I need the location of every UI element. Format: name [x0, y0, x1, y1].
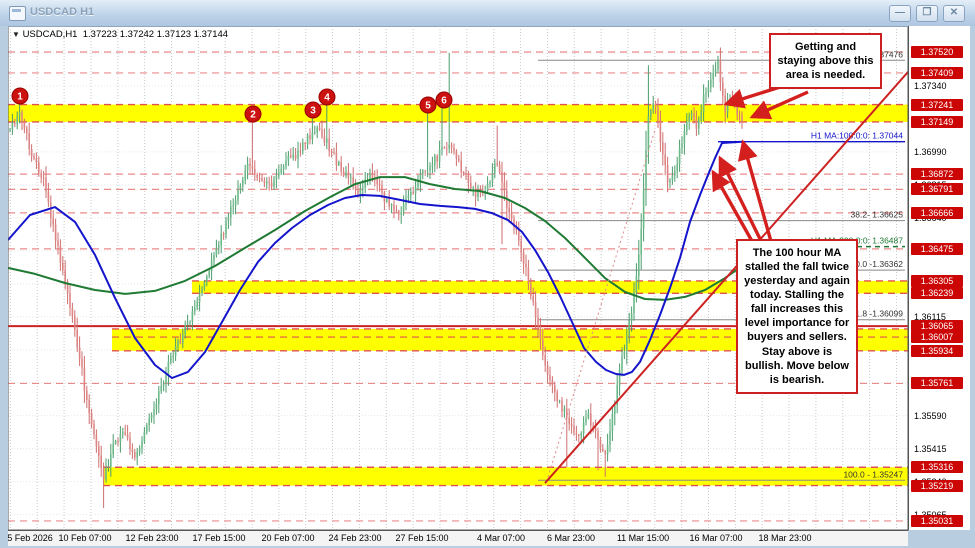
time-tick-label: 20 Feb 07:00 [261, 533, 315, 543]
svg-text:3: 3 [310, 106, 316, 117]
close-value: 1.37144 [193, 29, 229, 40]
price-level-badge: 1.37241 [911, 98, 963, 111]
numbered-markers: 12 345 6 [11, 87, 453, 123]
price-tick-label: 1.37340 [914, 80, 947, 91]
price-level-badge: 1.37149 [911, 115, 963, 128]
price-level-badge: 1.36791 [911, 183, 963, 196]
window-bottom-border [0, 546, 975, 548]
svg-text:100.0 - 1.35247: 100.0 - 1.35247 [843, 469, 903, 479]
ma-200-hour [7, 176, 743, 301]
price-level-badge: 1.36065 [911, 320, 963, 333]
time-tick-label: 11 Mar 15:00 [616, 533, 670, 543]
candlesticks [9, 47, 743, 508]
minimize-button[interactable]: — [889, 5, 911, 22]
price-level-badge: 1.36239 [911, 287, 963, 300]
price-tick-label: 1.36115 [914, 311, 946, 322]
svg-text:50.0 -1.36362: 50.0 -1.36362 [851, 259, 904, 269]
time-axis[interactable]: 5 Feb 2026 10 Feb 07:00 12 Feb 23:00 17 Feb… [7, 530, 908, 547]
open-value: 1.37223 [82, 29, 118, 40]
price-level-badge: 1.36475 [911, 242, 963, 255]
window-title: USDCAD H1 [30, 6, 95, 18]
ma-label: H1 MA:100:0:0: 1.37044 [811, 131, 903, 141]
svg-text:2: 2 [250, 110, 256, 121]
svg-text:6: 6 [441, 96, 447, 107]
price-level-badge: 1.35219 [911, 479, 963, 492]
time-tick-label: 12 Feb 23:00 [125, 533, 179, 543]
time-tick-label: 27 Feb 15:00 [395, 533, 449, 543]
price-axis[interactable]: 1.373401.369901.368151.366401.361151.355… [908, 26, 971, 530]
price-level-badge: 1.35031 [911, 514, 963, 527]
svg-text:61.8 -1.36099: 61.8 -1.36099 [851, 309, 904, 319]
price-level-badge: 1.36872 [911, 168, 963, 181]
restore-button[interactable]: ❐ [916, 5, 938, 22]
annotation-arrows [711, 80, 809, 251]
chart-window-icon [9, 6, 26, 21]
price-level-badge: 1.36666 [911, 206, 963, 219]
price-level-badge: 1.35761 [911, 377, 963, 390]
ma-100-hour [7, 140, 743, 379]
horizontal-grid [8, 52, 908, 516]
ascending-trendline[interactable] [544, 71, 909, 484]
price-tick-label: 1.35065 [914, 510, 947, 520]
close-button[interactable]: ✕ [943, 5, 965, 22]
time-tick-label: 16 Mar 07:00 [689, 533, 743, 543]
svg-text:5: 5 [425, 101, 431, 112]
time-tick-label: 4 Mar 07:00 [476, 533, 526, 543]
price-level-badge: 1.37409 [911, 66, 963, 79]
window-titlebar[interactable]: USDCAD H1 — ❐ ✕ [0, 0, 975, 27]
window-right-border [970, 26, 975, 548]
ohlc-info-bar: ▼ USDCAD,H1 1.37223 1.37242 1.37123 1.37… [12, 29, 228, 40]
time-tick-label: 10 Feb 07:00 [58, 533, 112, 543]
callout-above-area-note: Getting and staying above this area is n… [769, 33, 882, 90]
symbol-dropdown-icon[interactable]: ▼ [12, 30, 20, 39]
time-tick-label: 18 Mar 23:00 [758, 533, 812, 543]
price-level-badge: 1.35934 [911, 344, 963, 357]
svg-text:38.2- 1.36625: 38.2- 1.36625 [851, 210, 904, 220]
price-level-badge: 1.36305 [911, 274, 963, 287]
time-tick-label: 17 Feb 15:00 [192, 533, 246, 543]
price-level-badge: 1.36007 [911, 331, 963, 344]
symbol-period: USDCAD,H1 [22, 29, 78, 40]
price-level-badge: 1.37520 [911, 46, 963, 58]
price-tick-label: 1.36990 [914, 146, 947, 157]
price-tick-label: 1.35415 [914, 443, 947, 454]
svg-text:4: 4 [324, 93, 330, 104]
support-resistance-bands [8, 103, 908, 487]
dotted-trendline [547, 129, 656, 478]
high-value: 1.37242 [119, 29, 155, 40]
low-value: 1.37123 [156, 29, 192, 40]
window-left-border [0, 26, 8, 548]
price-level-badge: 1.35316 [911, 461, 963, 474]
price-tick-label: 1.35590 [914, 410, 947, 421]
time-tick-label: 6 Mar 23:00 [546, 533, 596, 543]
callout-ma-note: The 100 hour MA stalled the fall twice y… [736, 239, 858, 394]
time-tick-label: 24 Feb 23:00 [328, 533, 382, 543]
svg-text:1: 1 [17, 92, 23, 103]
time-tick-label: 5 Feb 2026 [7, 533, 53, 543]
dashed-price-levels [8, 51, 908, 522]
